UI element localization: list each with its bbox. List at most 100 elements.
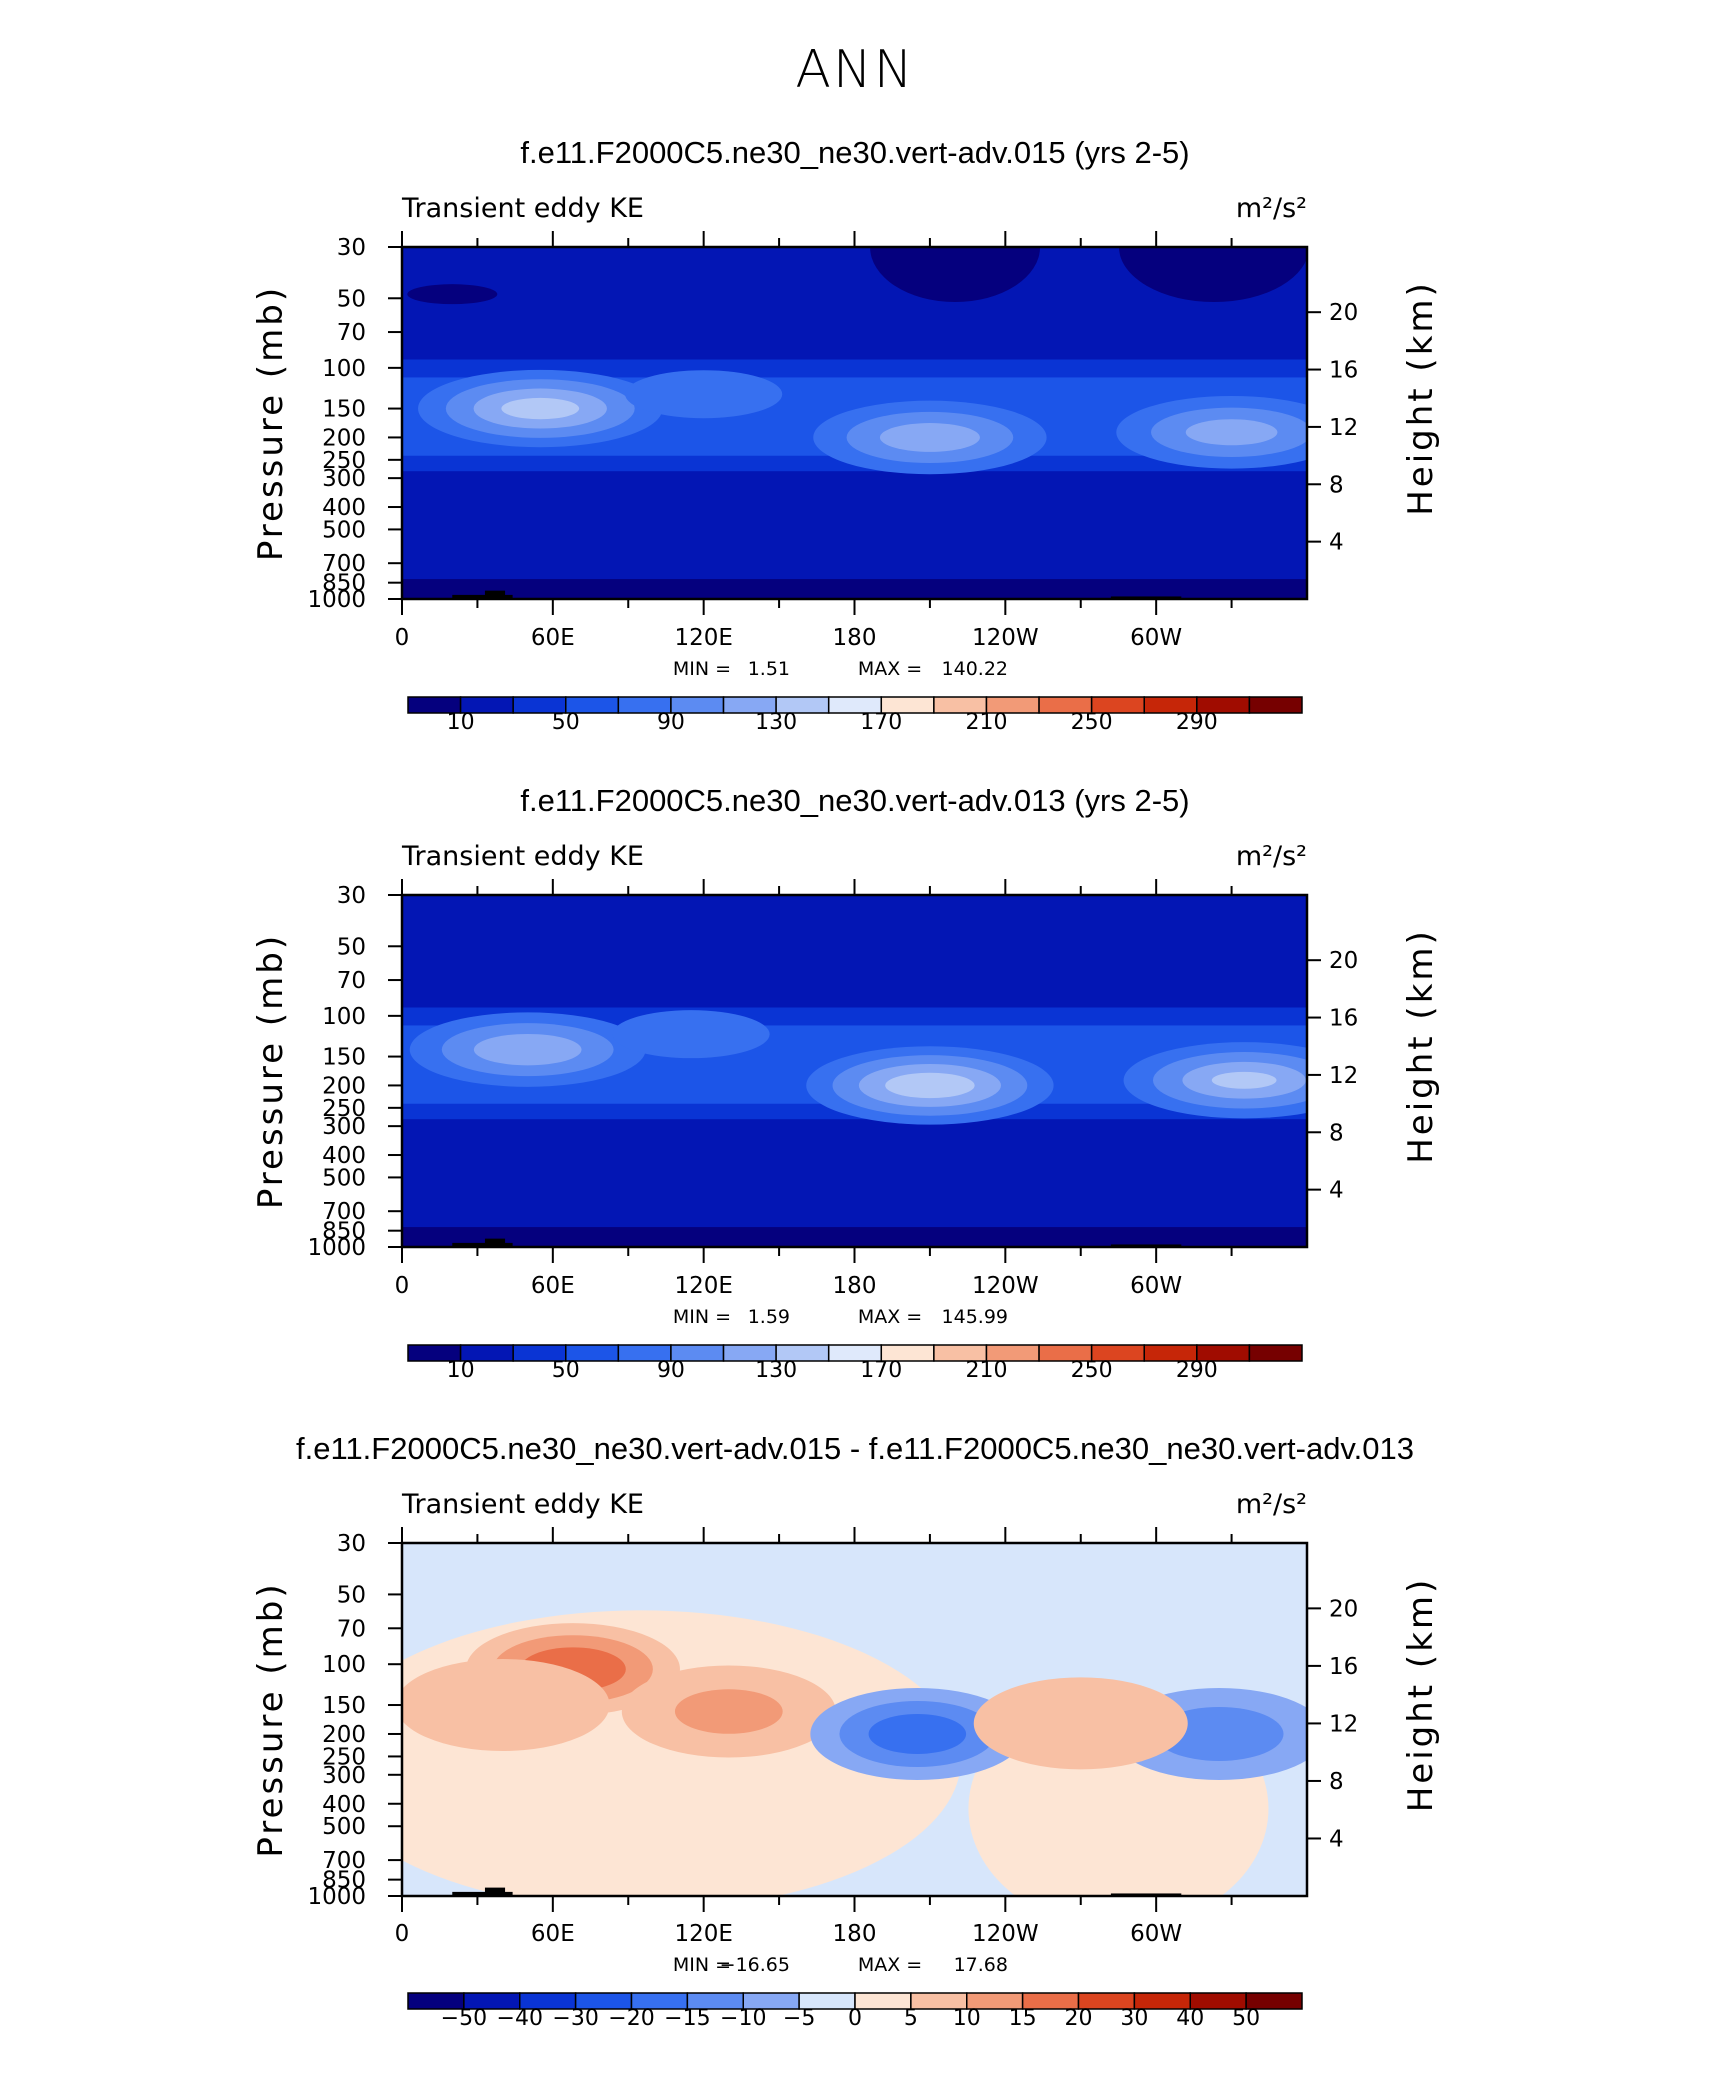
y-tick-label: 100	[322, 1004, 366, 1030]
colorbar-label: 20	[1065, 2006, 1093, 2031]
contour-field	[402, 247, 1307, 599]
y-tick-label: 200	[322, 425, 366, 451]
topography	[452, 1242, 513, 1247]
colorbar-label: 15	[1009, 2006, 1037, 2031]
x-tick-label: 120E	[674, 625, 732, 651]
height-tick-label: 16	[1329, 1006, 1358, 1032]
contour-field	[402, 1543, 1307, 1896]
y-tick-label: 1000	[307, 1884, 366, 1910]
y-tick-label: 100	[322, 1652, 366, 1678]
chart-panel-3: f.e11.F2000C5.ne30_ne30.vert-adv.015 - f…	[251, 1431, 1441, 2031]
y-tick-label: 700	[322, 1848, 366, 1874]
contour-band	[407, 284, 498, 305]
colorbar-label: 130	[755, 1358, 797, 1383]
stat-max-label: MAX =	[858, 658, 922, 680]
colorbar-label: 290	[1176, 1358, 1218, 1383]
y-tick-label: 1000	[307, 587, 366, 613]
y-tick-label: 300	[322, 466, 366, 492]
height-tick-label: 4	[1329, 1178, 1344, 1204]
y-tick-label: 50	[337, 1582, 366, 1608]
colorbar-box	[1248, 696, 1303, 714]
topography	[1110, 1244, 1182, 1247]
anomaly-contour-6	[973, 1677, 1188, 1770]
height-tick-label: 16	[1329, 1654, 1358, 1680]
height-tick-label: 4	[1329, 530, 1344, 556]
x-tick-label: 60E	[531, 1921, 575, 1947]
colorbar: 10 50 90 130 170 210 250 290	[407, 696, 1303, 735]
colorbar-label: 250	[1071, 1358, 1113, 1383]
jet-contour-2	[885, 1072, 975, 1099]
y-tick-label: 400	[322, 495, 366, 521]
y-tick-label: 500	[322, 1814, 366, 1840]
y-tick-label: 700	[322, 1199, 366, 1225]
contour-band	[402, 1227, 1307, 1247]
stat-min-label: MIN =	[673, 1306, 731, 1328]
topography	[484, 1238, 506, 1247]
y-tick-label: 70	[337, 320, 366, 346]
topography	[484, 590, 506, 599]
colorbar-label: 5	[904, 2006, 918, 2031]
y-axis-title: Pressure (mb)	[251, 933, 291, 1209]
x-tick-label: 0	[395, 1921, 410, 1947]
y-tick-label: 400	[322, 1143, 366, 1169]
colorbar-label: 210	[965, 1358, 1007, 1383]
height-tick-label: 12	[1329, 1063, 1358, 1089]
y-tick-label: 150	[322, 1045, 366, 1071]
height-tick-label: 20	[1329, 1596, 1358, 1622]
colorbar-label: 30	[1120, 2006, 1148, 2031]
y-tick-label: 700	[322, 551, 366, 577]
height-tick-label: 20	[1329, 300, 1358, 326]
colorbar-label: −10	[720, 2006, 766, 2031]
height-tick-label: 12	[1329, 415, 1358, 441]
jet-contour-4	[612, 1010, 770, 1059]
y-tick-label: 150	[322, 1693, 366, 1719]
stat-max-value: 17.68	[954, 1954, 1008, 1976]
jet-contour-2	[879, 423, 980, 452]
colorbar-label: 10	[447, 710, 475, 735]
x-tick-label: 60W	[1130, 1273, 1182, 1299]
y-tick-label: 150	[322, 397, 366, 423]
anomaly-contour-2	[674, 1689, 783, 1734]
x-tick-label: 180	[833, 1921, 877, 1947]
colorbar-label: 90	[657, 710, 685, 735]
y-tick-label: 850	[322, 1219, 366, 1245]
y-tick-label: 70	[337, 1616, 366, 1642]
colorbar-label: 50	[552, 1358, 580, 1383]
y-tick-label: 100	[322, 356, 366, 382]
colorbar-label: 90	[657, 1358, 685, 1383]
y-tick-label: 250	[322, 448, 366, 474]
x-tick-label: 0	[395, 1273, 410, 1299]
colorbar-label: 50	[1232, 2006, 1260, 2031]
units-label: m²/s²	[1236, 841, 1307, 872]
y2-axis-title: Height (km)	[1401, 1577, 1441, 1813]
x-tick-label: 0	[395, 625, 410, 651]
x-tick-label: 180	[833, 1273, 877, 1299]
y-tick-label: 300	[322, 1114, 366, 1140]
topography	[452, 594, 513, 599]
y2-axis-title: Height (km)	[1401, 280, 1441, 516]
colorbar-label: −30	[552, 2006, 598, 2031]
colorbar-label: 250	[1071, 710, 1113, 735]
height-tick-label: 16	[1329, 358, 1358, 384]
stat-min-label: MIN =	[673, 658, 731, 680]
variable-label: Transient eddy KE	[401, 193, 644, 224]
x-tick-label: 120E	[674, 1921, 732, 1947]
jet-contour-1	[473, 1033, 582, 1066]
colorbar-label: 0	[848, 2006, 862, 2031]
units-label: m²/s²	[1236, 1489, 1307, 1520]
y-tick-label: 850	[322, 1868, 366, 1894]
height-tick-label: 12	[1329, 1711, 1358, 1737]
figure-title: ANN	[795, 40, 915, 100]
x-tick-label: 120W	[972, 1921, 1039, 1947]
anomaly-contour-4	[868, 1714, 967, 1754]
variable-label: Transient eddy KE	[401, 841, 644, 872]
variable-label: Transient eddy KE	[401, 1489, 644, 1520]
colorbar-label: −50	[441, 2006, 487, 2031]
stat-min-value: 1.51	[748, 658, 790, 680]
colorbar-label: 210	[965, 710, 1007, 735]
colorbar-box	[854, 1992, 912, 2010]
height-tick-label: 8	[1329, 1120, 1344, 1146]
x-tick-label: 60W	[1130, 625, 1182, 651]
y-tick-label: 300	[322, 1763, 366, 1789]
colorbar-label: −20	[608, 2006, 654, 2031]
